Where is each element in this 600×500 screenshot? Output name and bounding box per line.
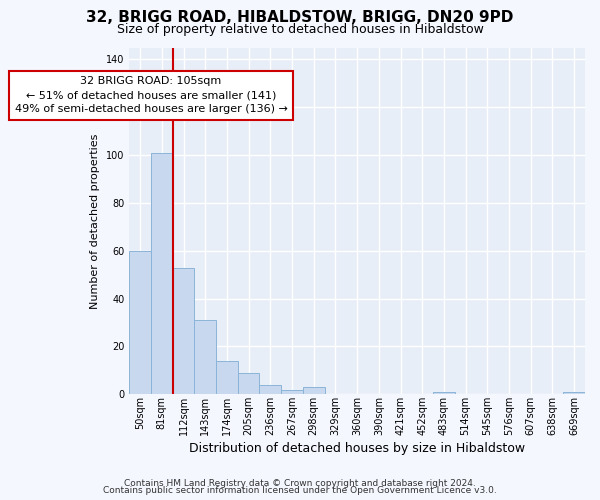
Text: 32, BRIGG ROAD, HIBALDSTOW, BRIGG, DN20 9PD: 32, BRIGG ROAD, HIBALDSTOW, BRIGG, DN20 … bbox=[86, 10, 514, 25]
Text: Contains public sector information licensed under the Open Government Licence v3: Contains public sector information licen… bbox=[103, 486, 497, 495]
Text: Size of property relative to detached houses in Hibaldstow: Size of property relative to detached ho… bbox=[116, 22, 484, 36]
Bar bbox=[129, 251, 151, 394]
Bar bbox=[151, 152, 173, 394]
Text: Contains HM Land Registry data © Crown copyright and database right 2024.: Contains HM Land Registry data © Crown c… bbox=[124, 478, 476, 488]
Bar bbox=[173, 268, 194, 394]
Bar bbox=[216, 361, 238, 394]
Bar bbox=[259, 384, 281, 394]
Text: 32 BRIGG ROAD: 105sqm
← 51% of detached houses are smaller (141)
49% of semi-det: 32 BRIGG ROAD: 105sqm ← 51% of detached … bbox=[14, 76, 287, 114]
Y-axis label: Number of detached properties: Number of detached properties bbox=[91, 133, 100, 308]
Bar bbox=[281, 390, 303, 394]
Bar bbox=[238, 373, 259, 394]
Bar bbox=[194, 320, 216, 394]
Bar bbox=[563, 392, 585, 394]
Bar bbox=[433, 392, 455, 394]
X-axis label: Distribution of detached houses by size in Hibaldstow: Distribution of detached houses by size … bbox=[189, 442, 525, 455]
Bar bbox=[303, 387, 325, 394]
